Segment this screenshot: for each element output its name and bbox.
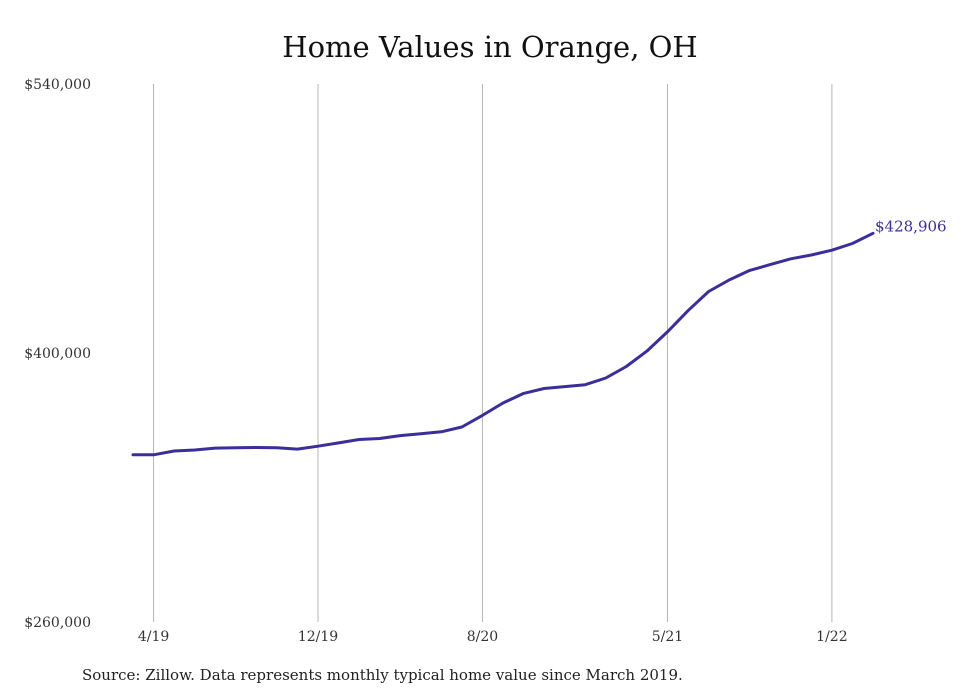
y-tick-label: $400,000 xyxy=(24,346,91,362)
x-tick-label: 1/22 xyxy=(816,629,847,645)
gridlines xyxy=(153,84,833,622)
x-axis-ticks: 4/19 12/19 8/20 5/21 1/22 xyxy=(138,629,848,645)
end-value-label: $428,906 xyxy=(875,217,947,235)
series-line xyxy=(131,231,875,457)
x-tick-label: 8/20 xyxy=(467,629,498,645)
x-tick-label: 4/19 xyxy=(138,629,169,645)
chart-title: Home Values in Orange, OH xyxy=(282,30,698,64)
y-axis-ticks: $260,000 $400,000 $540,000 xyxy=(24,77,91,631)
series-layer: $428,906 xyxy=(131,217,947,457)
line-chart: $260,000 $400,000 $540,000 4/19 12/19 8/20 5/… xyxy=(24,77,947,645)
y-tick-label: $260,000 xyxy=(24,615,91,631)
y-tick-label: $540,000 xyxy=(24,77,91,93)
x-tick-label: 5/21 xyxy=(652,629,683,645)
x-tick-label: 12/19 xyxy=(298,629,338,645)
source-note: Source: Zillow. Data represents monthly … xyxy=(82,666,683,684)
